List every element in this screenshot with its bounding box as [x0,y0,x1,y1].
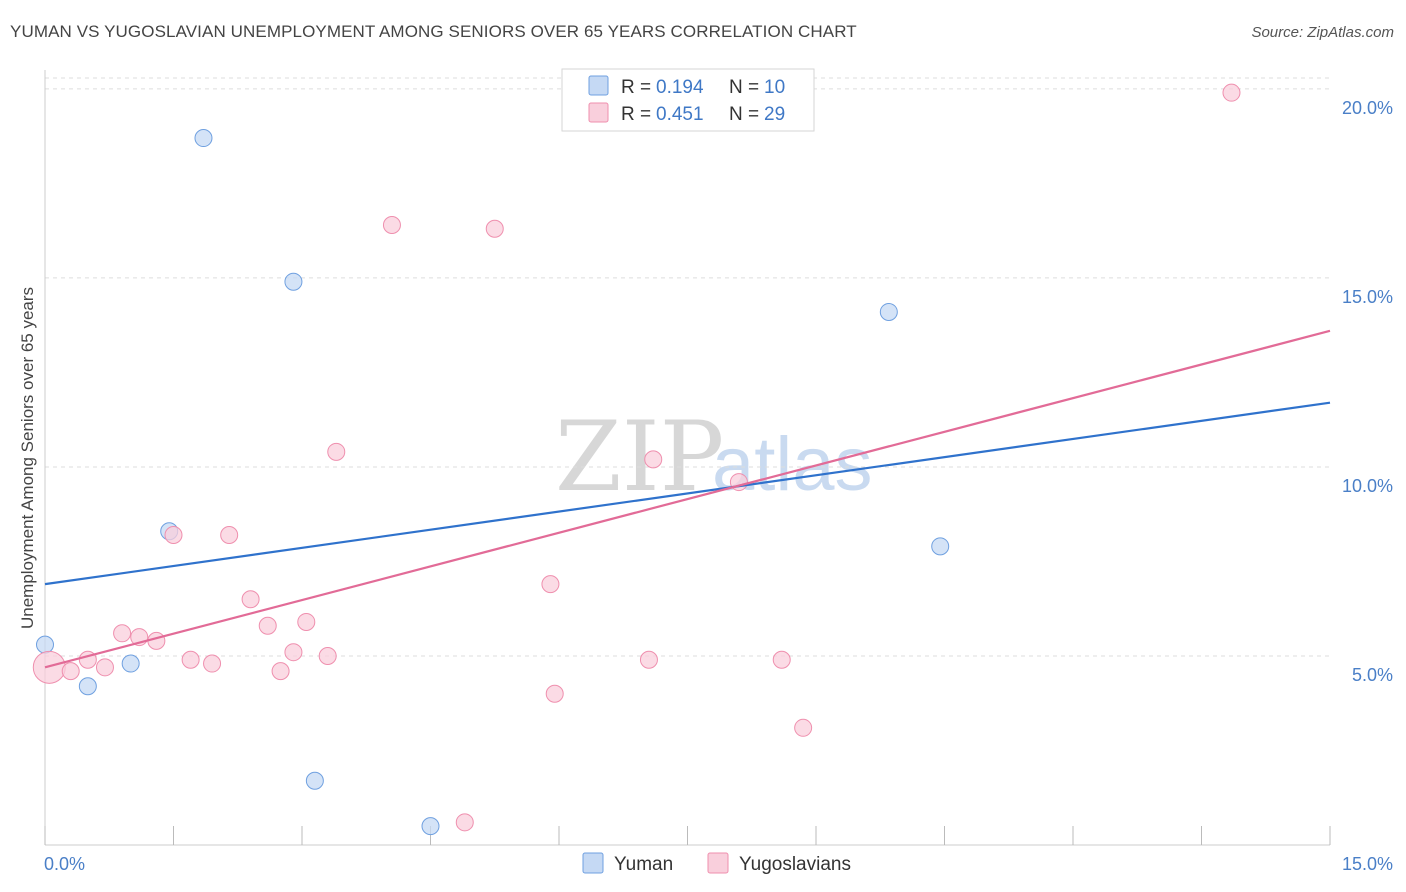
bottom-legend-yugo-label: Yugoslavians [739,854,851,875]
y-tick-label-5: 5.0% [1352,665,1393,685]
legend-yugo-n-label: N = [729,104,759,125]
yugoslavian-point-18 [382,216,401,234]
yugoslavian-point-7 [164,526,183,544]
yugoslavian-point-28 [1222,83,1241,102]
legend-yuman-swatch [588,75,609,96]
yugoslavian-point-20 [485,219,504,238]
y-tick-labels: 5.0% 10.0% 15.0% 20.0% [1342,98,1393,685]
yugoslavian-point-19 [455,813,474,832]
legend-yugo-r-value: 0.451 [656,104,704,125]
series-legend: Yuman Yugoslavians [582,852,851,875]
x-tick-label-min: 0.0% [44,854,85,874]
yugoslavian-point-14 [284,643,303,662]
yugoslavian-point-10 [220,526,239,544]
yugoslavian-point-12 [258,616,277,635]
yugoslavian-point-3 [95,658,114,677]
yuman-point-8 [879,302,898,321]
watermark-atlas: atlas [712,422,873,507]
yuman-point-6 [305,771,324,790]
watermark-zip: ZIP [555,401,724,513]
yuman-point-1 [78,677,97,696]
legend-yuman-r-label: R = [621,77,651,98]
yugoslavian-point-1 [61,662,80,681]
yuman-point-2 [121,654,140,673]
yuman-point-7 [421,817,440,836]
yugoslavian-trend-line [44,329,1331,669]
gridlines [45,77,1330,657]
bottom-legend-yugo-swatch [707,852,729,874]
yuman-point-5 [284,272,303,291]
yuman-point-0 [36,635,54,654]
x-tick-label-max: 15.0% [1342,854,1393,874]
y-tick-label-10: 10.0% [1342,476,1393,496]
trend-lines [44,329,1331,669]
bottom-legend-yuman-swatch [582,852,604,874]
chart-title: YUMAN VS YUGOSLAVIAN UNEMPLOYMENT AMONG … [10,22,857,41]
legend-yuman-r-value: 0.194 [656,77,704,98]
source-label: Source: ZipAtlas.com [1251,24,1394,41]
yugoslavian-point-17 [327,442,346,461]
yugoslavian-point-8 [181,650,200,669]
yugoslavian-point-13 [271,662,290,681]
yugoslavian-point-21 [541,575,560,594]
bottom-legend-yuman-label: Yuman [614,854,673,875]
legend-yuman-n-value: 10 [764,77,785,98]
yugoslavian-point-6 [147,631,166,650]
yugoslavian-point-16 [318,646,337,665]
yuman-point-9 [931,537,950,556]
yugoslavian-point-24 [644,450,663,469]
yugoslavian-point-11 [241,590,260,609]
yugoslavian-point-23 [639,650,658,669]
yugoslavian-point-26 [772,650,791,669]
y-axis-label: Unemployment Among Seniors over 65 years [18,287,37,629]
data-points [32,83,1241,836]
yugoslavian-point-15 [297,612,316,631]
yugoslavian-point-27 [794,718,813,737]
x-axis-ticks [44,826,1331,845]
yugoslavian-point-9 [203,654,222,673]
y-tick-label-15: 15.0% [1342,287,1393,307]
legend-yugo-r-label: R = [621,104,651,125]
legend-yugo-swatch [588,102,609,123]
yuman-trend-line [44,401,1331,586]
correlation-legend: R = 0.194 N = 10 R = 0.451 N = 29 [561,68,815,132]
y-tick-label-20: 20.0% [1342,98,1393,118]
yugoslavian-point-4 [113,624,132,643]
yuman-point-4 [194,129,213,148]
yugoslavian-point-22 [545,684,564,703]
legend-yuman-n-label: N = [729,77,759,98]
legend-yugo-n-value: 29 [764,104,785,125]
